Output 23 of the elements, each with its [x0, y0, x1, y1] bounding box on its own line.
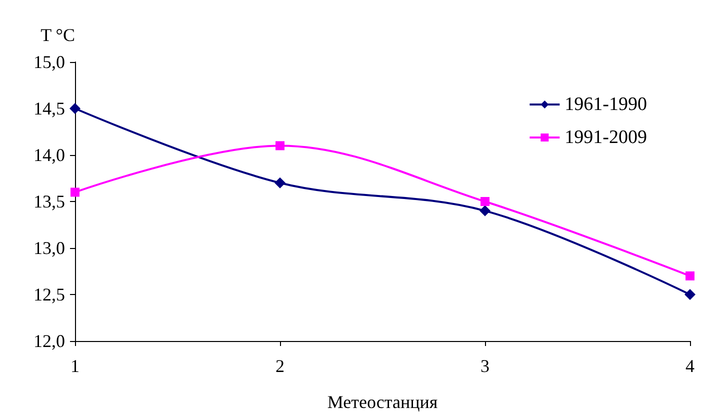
x-tick-label: 2	[276, 356, 284, 376]
x-tick-label: 1	[70, 356, 80, 376]
x-tick-label: 4	[686, 356, 694, 376]
point	[276, 141, 284, 150]
legend-label: 1991-2009	[564, 127, 647, 148]
y-tick-label: 13,5	[34, 192, 65, 212]
point	[480, 205, 490, 216]
point	[686, 271, 694, 280]
y-tick-label: 12,5	[34, 284, 65, 304]
point	[70, 103, 80, 114]
x-tick-label: 3	[480, 356, 490, 376]
y-tick-label: 14,5	[34, 98, 65, 118]
point	[480, 197, 490, 206]
point	[274, 177, 286, 188]
y-tick-label: 13,0	[34, 238, 65, 258]
y-tick-label: 12,0	[34, 331, 65, 351]
y-axis-title: T °C	[40, 25, 75, 45]
y-tick-label: 14,0	[34, 145, 65, 165]
point	[70, 188, 80, 197]
x-axis-title: Метеостанция	[327, 392, 438, 412]
legend-label: 1961-1990	[564, 94, 647, 115]
point	[684, 289, 696, 300]
y-tick-label: 15,0	[34, 52, 65, 72]
